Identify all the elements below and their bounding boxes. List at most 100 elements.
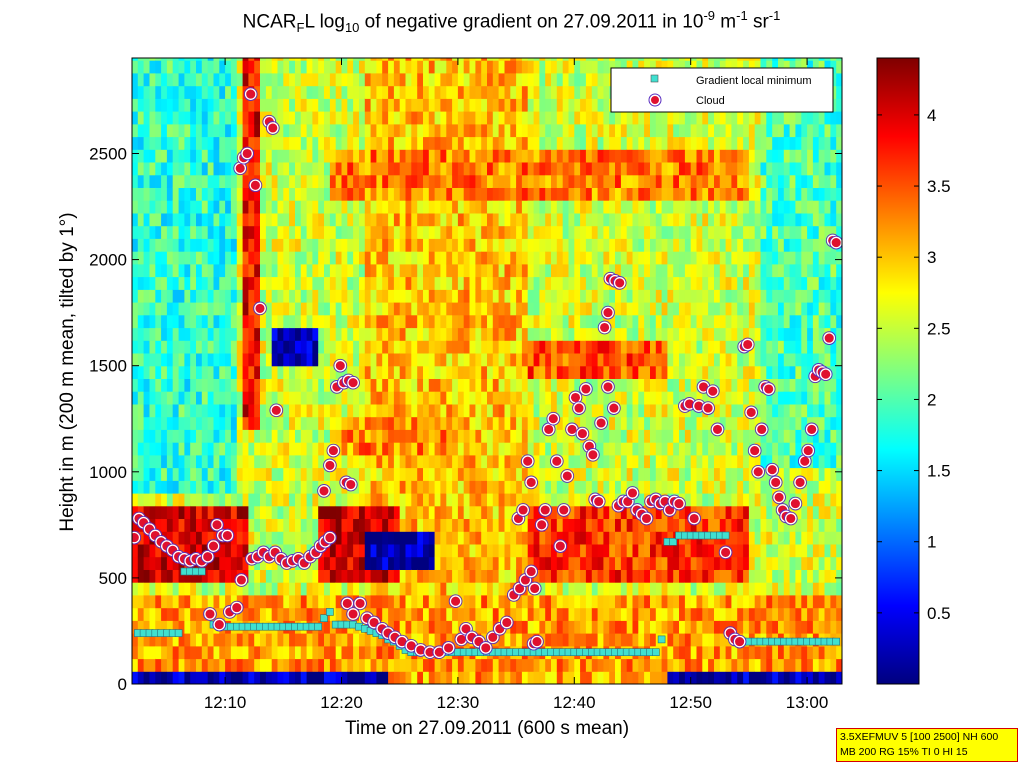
- heatmap-cell: [481, 225, 488, 239]
- heatmap-cell: [196, 162, 203, 176]
- heatmap-cell: [638, 225, 645, 239]
- heatmap-cell: [283, 378, 290, 392]
- heatmap-cell: [318, 111, 325, 125]
- heatmap-cell: [620, 543, 628, 558]
- heatmap-cell: [411, 454, 418, 469]
- heatmap-cell: [580, 480, 587, 494]
- heatmap-cell: [533, 225, 540, 239]
- heatmap-cell: [620, 442, 628, 456]
- heatmap-cell: [516, 58, 523, 61]
- heatmap-cell: [562, 416, 570, 430]
- heatmap-cell: [597, 98, 604, 112]
- heatmap-cell: [487, 327, 494, 341]
- heatmap-cell: [475, 72, 482, 87]
- heatmap-cell: [312, 378, 319, 392]
- heatmap-cell: [295, 85, 302, 99]
- heatmap-cell: [632, 556, 639, 570]
- heatmap-cell: [655, 454, 663, 469]
- heatmap-cell: [632, 582, 639, 596]
- heatmap-cell: [591, 556, 599, 570]
- heatmap-cell: [318, 582, 325, 596]
- heatmap-cell: [329, 263, 337, 278]
- heatmap-cell: [446, 200, 453, 214]
- heatmap-cell: [609, 607, 616, 621]
- heatmap-cell: [300, 671, 308, 684]
- heatmap-cell: [289, 569, 296, 583]
- heatmap-cell: [452, 429, 459, 443]
- heatmap-cell: [650, 302, 657, 316]
- heatmap-cell: [615, 416, 622, 430]
- heatmap-cell: [347, 174, 354, 188]
- heatmap-cell: [696, 620, 703, 634]
- heatmap-cell: [201, 467, 209, 481]
- heatmap-cell: [452, 365, 459, 379]
- heatmap-cell: [201, 671, 209, 684]
- heatmap-cell: [504, 263, 511, 278]
- heatmap-cell: [388, 72, 395, 87]
- heatmap-cell: [143, 85, 150, 99]
- heatmap-cell: [166, 58, 174, 61]
- heatmap-cell: [597, 276, 604, 290]
- heatmap-cell: [533, 403, 540, 418]
- heatmap-cell: [388, 98, 395, 112]
- heatmap-cell: [690, 353, 698, 367]
- heatmap-cell: [132, 556, 139, 570]
- heatmap-cell: [521, 276, 529, 290]
- heatmap-cell: [481, 340, 488, 354]
- heatmap-cell: [655, 671, 663, 684]
- heatmap-cell: [609, 658, 616, 672]
- heatmap-cell: [207, 149, 215, 163]
- heatmap-cell: [370, 200, 377, 214]
- heatmap-cell: [568, 327, 575, 341]
- heatmap-cell: [702, 671, 709, 684]
- heatmap-cell: [300, 200, 308, 214]
- heatmap-cell: [359, 98, 366, 112]
- heatmap-cell: [388, 505, 395, 519]
- heatmap-cell: [184, 98, 191, 112]
- heatmap-cell: [661, 416, 668, 430]
- heatmap-cell: [603, 289, 610, 303]
- heatmap-cell: [283, 531, 290, 545]
- heatmap-cell: [196, 467, 203, 481]
- heatmap-cell: [312, 671, 319, 684]
- heatmap-cell: [551, 429, 558, 443]
- heatmap-cell: [277, 493, 284, 507]
- heatmap-cell: [562, 671, 570, 684]
- heatmap-cell: [376, 645, 383, 660]
- heatmap-cell: [364, 289, 372, 303]
- heatmap-cell: [545, 442, 552, 456]
- heatmap-cell: [463, 85, 471, 99]
- heatmap-cell: [574, 85, 581, 99]
- heatmap-cell: [440, 98, 447, 112]
- heatmap-cell: [585, 238, 593, 252]
- heatmap-cell: [475, 85, 482, 99]
- heatmap-cell: [655, 162, 663, 176]
- heatmap-cell: [655, 251, 663, 265]
- heatmap-cell: [463, 391, 471, 405]
- heatmap-cell: [708, 582, 715, 596]
- heatmap-cell: [661, 187, 668, 201]
- heatmap-cell: [184, 620, 191, 634]
- heatmap-cell: [318, 340, 325, 354]
- heatmap-cell: [632, 225, 639, 239]
- heatmap-cell: [539, 149, 546, 163]
- heatmap-cell: [277, 467, 284, 481]
- heatmap-cell: [516, 111, 523, 125]
- heatmap-cell: [562, 480, 570, 494]
- heatmap-cell: [137, 225, 145, 239]
- heatmap-cell: [632, 162, 639, 176]
- heatmap-cell: [498, 200, 505, 214]
- heatmap-cell: [591, 98, 599, 112]
- heatmap-cell: [469, 493, 476, 507]
- heatmap-cell: [469, 442, 476, 456]
- heatmap-cell: [562, 60, 570, 74]
- heatmap-cell: [230, 136, 238, 150]
- heatmap-cell: [696, 416, 703, 430]
- heatmap-cell: [399, 429, 407, 443]
- heatmap-cell: [679, 314, 686, 329]
- heatmap-cell: [260, 162, 267, 176]
- heatmap-cell: [411, 493, 418, 507]
- heatmap-cell: [300, 645, 308, 660]
- heatmap-cell: [679, 658, 686, 672]
- heatmap-cell: [190, 276, 197, 290]
